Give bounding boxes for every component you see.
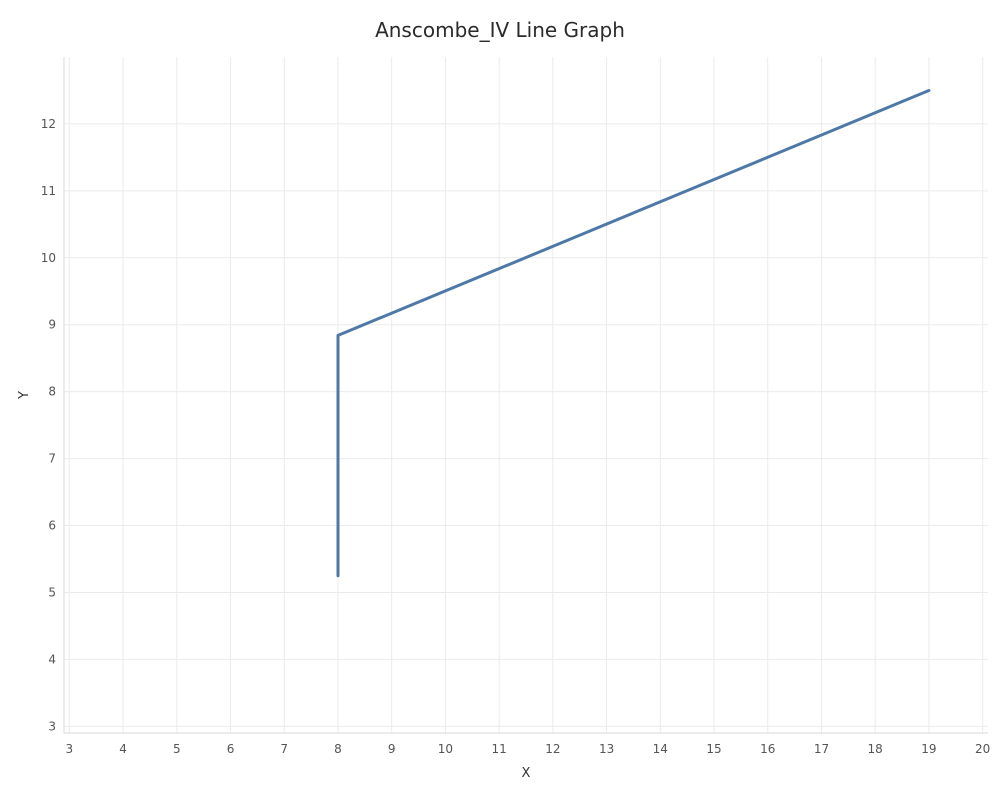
x-tick-label: 12 bbox=[545, 742, 560, 756]
y-axis-label: Y bbox=[17, 391, 32, 400]
y-tick-label: 11 bbox=[41, 184, 56, 198]
x-tick-label: 15 bbox=[706, 742, 721, 756]
x-tick-label: 4 bbox=[119, 742, 127, 756]
axes bbox=[63, 57, 988, 734]
y-tick-label: 5 bbox=[48, 585, 56, 599]
x-tick-label: 17 bbox=[814, 742, 829, 756]
y-tick-label: 10 bbox=[41, 251, 56, 265]
y-tick-label: 9 bbox=[48, 318, 56, 332]
y-tick-label: 12 bbox=[41, 117, 56, 131]
x-tick-label: 14 bbox=[653, 742, 668, 756]
x-tick-label: 8 bbox=[334, 742, 342, 756]
series-group bbox=[336, 89, 931, 578]
y-tick-label: 3 bbox=[48, 719, 56, 733]
x-tick-label: 11 bbox=[491, 742, 506, 756]
x-tick-label: 18 bbox=[868, 742, 883, 756]
y-tick-label: 4 bbox=[48, 652, 56, 666]
x-tick-label: 7 bbox=[280, 742, 288, 756]
x-tick-label: 10 bbox=[438, 742, 453, 756]
x-tick-label: 19 bbox=[921, 742, 936, 756]
x-tick-label: 16 bbox=[760, 742, 775, 756]
x-tick-label: 3 bbox=[66, 742, 74, 756]
x-tick-label: 13 bbox=[599, 742, 614, 756]
x-axis-label: X bbox=[522, 766, 531, 781]
chart-title: Anscombe_IV Line Graph bbox=[375, 18, 625, 42]
y-tick-label: 6 bbox=[48, 519, 56, 533]
x-tick-label: 9 bbox=[388, 742, 396, 756]
x-tick-label: 5 bbox=[173, 742, 181, 756]
grid-lines bbox=[64, 57, 988, 733]
x-tick-label: 20 bbox=[975, 742, 990, 756]
y-tick-label: 8 bbox=[48, 385, 56, 399]
y-tick-label: 7 bbox=[48, 452, 56, 466]
series-line bbox=[336, 89, 931, 578]
y-axis-ticks: 3 4 5 6 7 8 9 10 11 12 bbox=[41, 117, 56, 733]
x-axis-ticks: 3 4 5 6 7 8 9 10 11 12 13 14 15 16 17 18 19 20 bbox=[66, 742, 991, 756]
x-tick-label: 6 bbox=[227, 742, 235, 756]
